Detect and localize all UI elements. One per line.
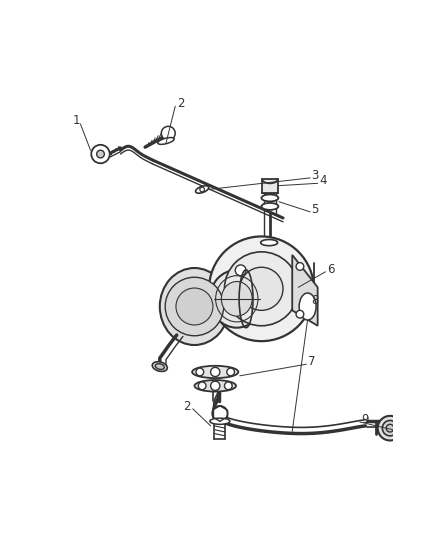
Polygon shape <box>292 255 318 326</box>
Ellipse shape <box>221 281 252 316</box>
Ellipse shape <box>160 268 229 345</box>
Circle shape <box>227 368 234 376</box>
Circle shape <box>97 150 104 158</box>
Text: 7: 7 <box>307 356 315 368</box>
Circle shape <box>224 252 298 326</box>
Text: 3: 3 <box>311 169 319 182</box>
Circle shape <box>378 416 403 440</box>
Text: 4: 4 <box>319 174 327 187</box>
Circle shape <box>161 126 175 140</box>
Text: 8: 8 <box>311 294 319 307</box>
Text: 1: 1 <box>73 114 80 127</box>
Circle shape <box>91 145 110 163</box>
Ellipse shape <box>261 195 279 201</box>
Ellipse shape <box>192 366 238 378</box>
Text: 5: 5 <box>311 203 319 216</box>
Text: 9: 9 <box>361 413 369 426</box>
Circle shape <box>296 310 304 318</box>
Ellipse shape <box>194 380 236 392</box>
Circle shape <box>211 381 220 391</box>
Ellipse shape <box>158 138 174 144</box>
Ellipse shape <box>261 203 279 210</box>
Text: 2: 2 <box>177 96 184 110</box>
Circle shape <box>240 267 283 310</box>
Circle shape <box>211 367 220 377</box>
Circle shape <box>165 277 224 336</box>
Ellipse shape <box>195 185 209 193</box>
Circle shape <box>235 265 246 276</box>
Circle shape <box>296 263 304 270</box>
Ellipse shape <box>210 270 264 328</box>
Circle shape <box>198 382 206 390</box>
Ellipse shape <box>152 362 167 372</box>
Circle shape <box>212 406 228 421</box>
Circle shape <box>196 368 204 376</box>
Circle shape <box>200 187 205 192</box>
Circle shape <box>382 421 398 436</box>
Ellipse shape <box>210 418 230 424</box>
Text: 6: 6 <box>327 263 334 276</box>
Text: 2: 2 <box>183 400 191 413</box>
Circle shape <box>209 237 314 341</box>
Circle shape <box>386 424 394 432</box>
Ellipse shape <box>155 364 164 369</box>
Ellipse shape <box>299 293 316 320</box>
Circle shape <box>224 382 232 390</box>
Circle shape <box>176 288 213 325</box>
Polygon shape <box>262 180 278 193</box>
Ellipse shape <box>261 239 278 246</box>
